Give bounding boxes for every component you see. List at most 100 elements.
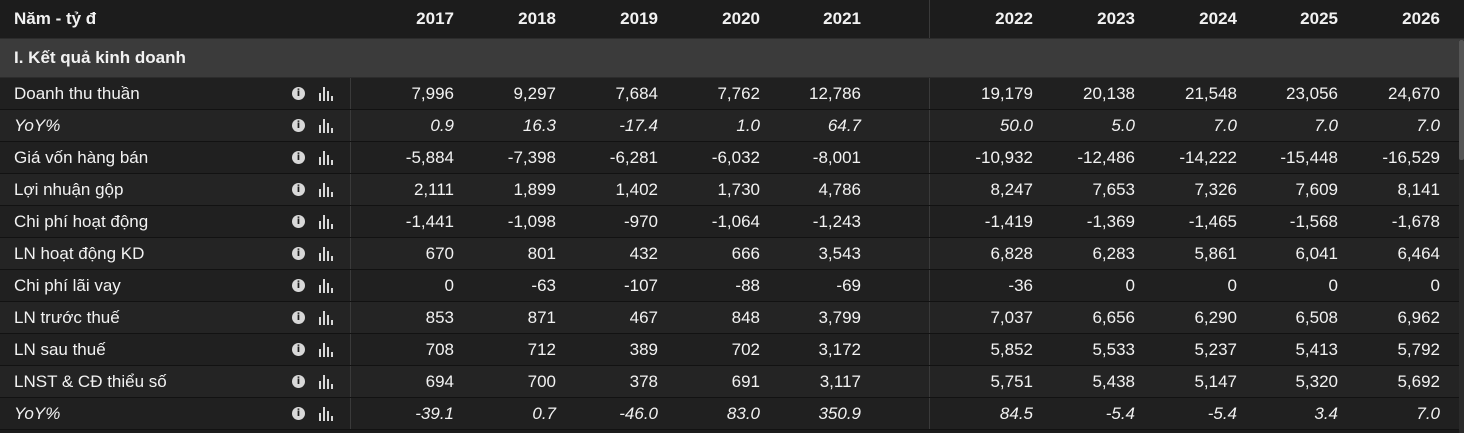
table-row: LN trước thuế i 853 871 467 848 3,799 7,037 6,65… (0, 302, 1464, 334)
value-cell: -1,465 (1188, 211, 1237, 231)
value-cell: 5,533 (1092, 339, 1135, 359)
row-label: LN trước thuế (14, 307, 120, 327)
year-header: 2018 (518, 9, 556, 28)
header-label: Năm - tỷ đ (14, 9, 97, 28)
info-icon[interactable]: i (292, 311, 305, 324)
bar-chart-icon[interactable] (319, 342, 333, 357)
info-icon[interactable]: i (292, 375, 305, 388)
year-header: 2024 (1199, 9, 1237, 28)
value-cell: 5,438 (1092, 371, 1135, 391)
bar-chart-icon[interactable] (319, 86, 333, 101)
value-cell: -16,529 (1382, 147, 1440, 167)
value-cell: 871 (527, 307, 556, 327)
row-label: Lợi nhuận gộp (14, 179, 124, 199)
value-cell: 7,762 (717, 83, 760, 103)
value-cell: 64.7 (827, 115, 861, 135)
row-actions: i (292, 174, 348, 205)
value-cell: -46.0 (619, 403, 658, 423)
year-header: 2020 (722, 9, 760, 28)
bar-chart-icon[interactable] (319, 118, 333, 133)
column-divider (929, 206, 930, 237)
value-cell: 6,508 (1295, 307, 1338, 327)
bar-chart-icon[interactable] (319, 182, 333, 197)
value-cell: 6,656 (1092, 307, 1135, 327)
bar-chart-icon[interactable] (319, 374, 333, 389)
bar-chart-icon[interactable] (319, 246, 333, 261)
bar-chart-icon[interactable] (319, 214, 333, 229)
info-icon[interactable]: i (292, 119, 305, 132)
column-divider (350, 110, 351, 141)
value-cell: 0 (1227, 275, 1237, 295)
value-cell: 5,792 (1397, 339, 1440, 359)
info-icon[interactable]: i (292, 407, 305, 420)
value-cell: -5,884 (405, 147, 454, 167)
value-cell: -1,243 (812, 211, 861, 231)
value-cell: 5,852 (990, 339, 1033, 359)
column-divider (929, 110, 930, 141)
scrollbar-thumb[interactable] (1459, 40, 1464, 160)
value-cell: 7.0 (1314, 115, 1338, 135)
value-cell: 5,413 (1295, 339, 1338, 359)
value-cell: -1,419 (984, 211, 1033, 231)
value-cell: 5,692 (1397, 371, 1440, 391)
value-cell: 1,402 (615, 179, 658, 199)
bar-chart-icon[interactable] (319, 150, 333, 165)
column-divider (350, 206, 351, 237)
table-row: YoY% i 0.9 16.3 -17.4 1.0 64.7 50.0 5.0 7.0 7.0 7.0 (0, 110, 1464, 142)
section-header[interactable]: I. Kết quả kinh doanh (0, 39, 1464, 78)
value-cell: 5,147 (1194, 371, 1237, 391)
info-icon[interactable]: i (292, 87, 305, 100)
value-cell: 5,751 (990, 371, 1033, 391)
info-icon[interactable]: i (292, 343, 305, 356)
column-divider (929, 366, 930, 397)
value-cell: -1,064 (711, 211, 760, 231)
row-label: Giá vốn hàng bán (14, 147, 149, 167)
row-label: YoY% (14, 403, 61, 423)
row-actions: i (292, 398, 348, 429)
value-cell: 7.0 (1213, 115, 1237, 135)
bar-chart-icon[interactable] (319, 310, 333, 325)
column-divider (929, 398, 930, 429)
value-cell: 0 (1430, 275, 1440, 295)
year-header: 2017 (416, 9, 454, 28)
info-icon[interactable]: i (292, 247, 305, 260)
row-actions: i (292, 110, 348, 141)
value-cell: 6,290 (1194, 307, 1237, 327)
value-cell: 7.0 (1416, 403, 1440, 423)
vertical-scrollbar[interactable] (1459, 40, 1464, 433)
table-row: Doanh thu thuần i 7,996 9,297 7,684 7,762 12,7… (0, 78, 1464, 110)
year-header: 2026 (1402, 9, 1440, 28)
row-actions: i (292, 334, 348, 365)
column-divider (350, 398, 351, 429)
row-label: YoY% (14, 115, 61, 135)
value-cell: 3,543 (818, 243, 861, 263)
column-divider (350, 270, 351, 301)
info-icon[interactable]: i (292, 279, 305, 292)
info-icon[interactable]: i (292, 151, 305, 164)
value-cell: -5.4 (1105, 403, 1135, 423)
value-cell: 8,141 (1397, 179, 1440, 199)
column-divider (350, 302, 351, 333)
value-cell: 5,237 (1194, 339, 1237, 359)
value-cell: 7,684 (615, 83, 658, 103)
value-cell: -7,398 (507, 147, 556, 167)
table-header-row: Năm - tỷ đ 2017 2018 2019 2020 2021 2022… (0, 0, 1464, 39)
table-row: Giá vốn hàng bán i -5,884 -7,398 -6,281 -6,03… (0, 142, 1464, 174)
value-cell: 670 (425, 243, 454, 263)
value-cell: 467 (629, 307, 658, 327)
value-cell: -6,281 (609, 147, 658, 167)
value-cell: 20,138 (1083, 83, 1135, 103)
value-cell: -970 (623, 211, 658, 231)
value-cell: 6,962 (1397, 307, 1440, 327)
value-cell: 24,670 (1388, 83, 1440, 103)
bar-chart-icon[interactable] (319, 406, 333, 421)
table-row: Chi phí lãi vay i 0 -63 -107 -88 -69 -36 0 0 0 0 (0, 270, 1464, 302)
row-actions: i (292, 238, 348, 269)
info-icon[interactable]: i (292, 215, 305, 228)
row-label: LN sau thuế (14, 339, 106, 359)
bar-chart-icon[interactable] (319, 278, 333, 293)
row-label: LNST & CĐ thiểu số (14, 371, 167, 391)
info-icon[interactable]: i (292, 183, 305, 196)
year-header: 2019 (620, 9, 658, 28)
